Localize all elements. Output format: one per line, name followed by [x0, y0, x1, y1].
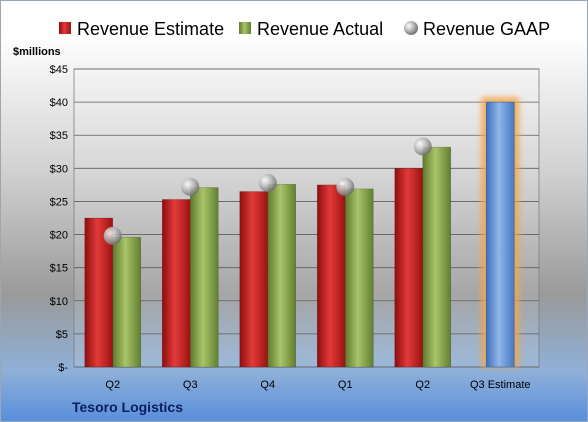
gaap-marker [258, 173, 277, 192]
legend-label-actual: Revenue Actual [257, 19, 383, 39]
legend-item-revenue-actual[interactable]: Revenue Actual [239, 19, 383, 39]
legend-swatch-gaap [404, 21, 418, 35]
x-tick-label: Q2 [415, 379, 430, 391]
actual-bar [112, 236, 142, 368]
bars [84, 101, 515, 368]
gaap-marker [103, 226, 122, 245]
estimate-bar [239, 191, 269, 368]
legend-item-revenue-estimate[interactable]: Revenue Estimate [59, 19, 224, 39]
company-name: Tesoro Logistics [72, 399, 183, 415]
legend-label-gaap: Revenue GAAP [423, 19, 550, 39]
y-tick-label: $10 [50, 296, 68, 308]
y-axis-unit-label: $millions [13, 46, 61, 58]
x-tick-label: Q3 [183, 379, 198, 391]
y-tick-label: $25 [50, 196, 68, 208]
x-tick-label: Q4 [260, 379, 275, 391]
legend: Revenue Estimate Revenue Actual Revenue … [59, 19, 550, 39]
y-tick-label: $30 [50, 163, 68, 175]
actual-bar [189, 187, 219, 368]
plot-background [73, 68, 540, 368]
x-tick-label: Q1 [338, 379, 353, 391]
actual-bar [267, 183, 297, 368]
estimate-bar [316, 184, 346, 368]
y-tick-label: $5 [56, 329, 68, 341]
y-axis-ticks: $- $5 $10 $15 $20 $25 $30 $35 $40 $45 [50, 64, 69, 374]
legend-label-estimate: Revenue Estimate [77, 19, 224, 39]
actual-bar [422, 146, 452, 368]
gaap-marker [336, 177, 355, 196]
gaap-marker [413, 137, 432, 156]
gridlines [74, 68, 539, 368]
estimate-bar [161, 199, 191, 368]
y-tick-label: $- [58, 362, 68, 374]
y-tick-label: $35 [50, 130, 68, 142]
plot-area [73, 68, 540, 368]
y-tick-label: $40 [50, 97, 68, 109]
forecast-bar [485, 101, 515, 368]
y-tick-label: $45 [50, 64, 68, 76]
legend-item-revenue-gaap[interactable]: Revenue GAAP [404, 19, 550, 39]
x-tick-label: Q3 Estimate [470, 379, 531, 391]
x-axis-ticks: Q2 Q3 Q4 Q1 Q2 Q3 Estimate [105, 379, 530, 391]
actual-bar [344, 188, 374, 368]
y-tick-label: $20 [50, 230, 68, 242]
legend-swatch-estimate [59, 22, 71, 34]
y-tick-label: $15 [50, 263, 68, 275]
gaap-markers [103, 137, 432, 245]
estimate-bar [394, 168, 424, 368]
x-tick-label: Q2 [105, 379, 120, 391]
legend-swatch-actual [239, 22, 251, 34]
gaap-marker [181, 177, 200, 196]
